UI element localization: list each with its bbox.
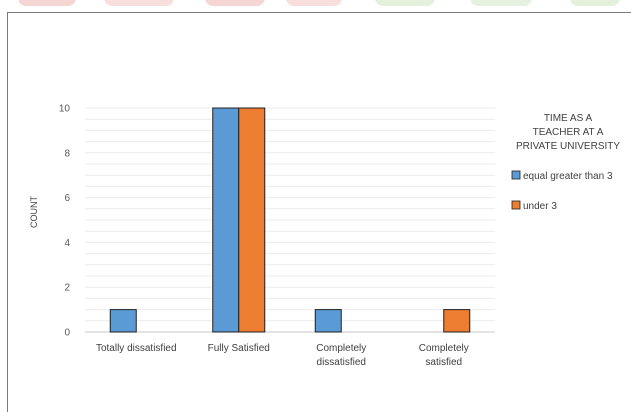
- legend-title: TEACHER AT A: [533, 127, 604, 138]
- bar-chart: 0 2 4 6 8 10 Totally dissatisfied Fully Satisf…: [29, 104, 620, 369]
- bars: [109, 107, 471, 333]
- x-category-label: Totally dissatisfied: [96, 343, 177, 354]
- legend-label: under 3: [523, 201, 557, 212]
- y-tick-label: 10: [59, 104, 71, 115]
- legend: TIME AS A TEACHER AT A PRIVATE UNIVERSITY e…: [511, 113, 620, 212]
- y-tick-label: 2: [64, 283, 70, 294]
- x-category-label: dissatisfied: [317, 357, 366, 368]
- gridlines: [85, 107, 495, 333]
- y-tick-label: 0: [64, 328, 70, 339]
- legend-title: TIME AS A: [544, 113, 593, 124]
- legend-swatch: [511, 200, 521, 210]
- legend-title: PRIVATE UNIVERSITY: [516, 141, 620, 152]
- bar: [212, 107, 240, 333]
- legend-label: equal greater than 3: [523, 171, 613, 182]
- bar: [109, 309, 137, 333]
- top-decoration: [0, 0, 631, 12]
- bar: [443, 309, 471, 333]
- x-category-label: Fully Satisfied: [208, 343, 270, 354]
- x-category-label: Completely: [316, 343, 366, 354]
- x-category-label: satisfied: [425, 357, 462, 368]
- bar: [238, 107, 266, 333]
- y-axis-label: COUNT: [29, 196, 39, 228]
- y-tick-label: 6: [64, 193, 70, 204]
- y-tick-label: 4: [64, 238, 70, 249]
- bar: [314, 309, 342, 333]
- x-axis-categories: Totally dissatisfied Fully Satisfied Compl…: [96, 343, 469, 368]
- legend-swatch: [511, 170, 521, 180]
- y-tick-label: 8: [64, 148, 70, 159]
- y-axis-ticks: 0 2 4 6 8 10: [59, 104, 71, 339]
- x-category-label: Completely: [419, 343, 469, 354]
- chart-frame: [7, 12, 631, 412]
